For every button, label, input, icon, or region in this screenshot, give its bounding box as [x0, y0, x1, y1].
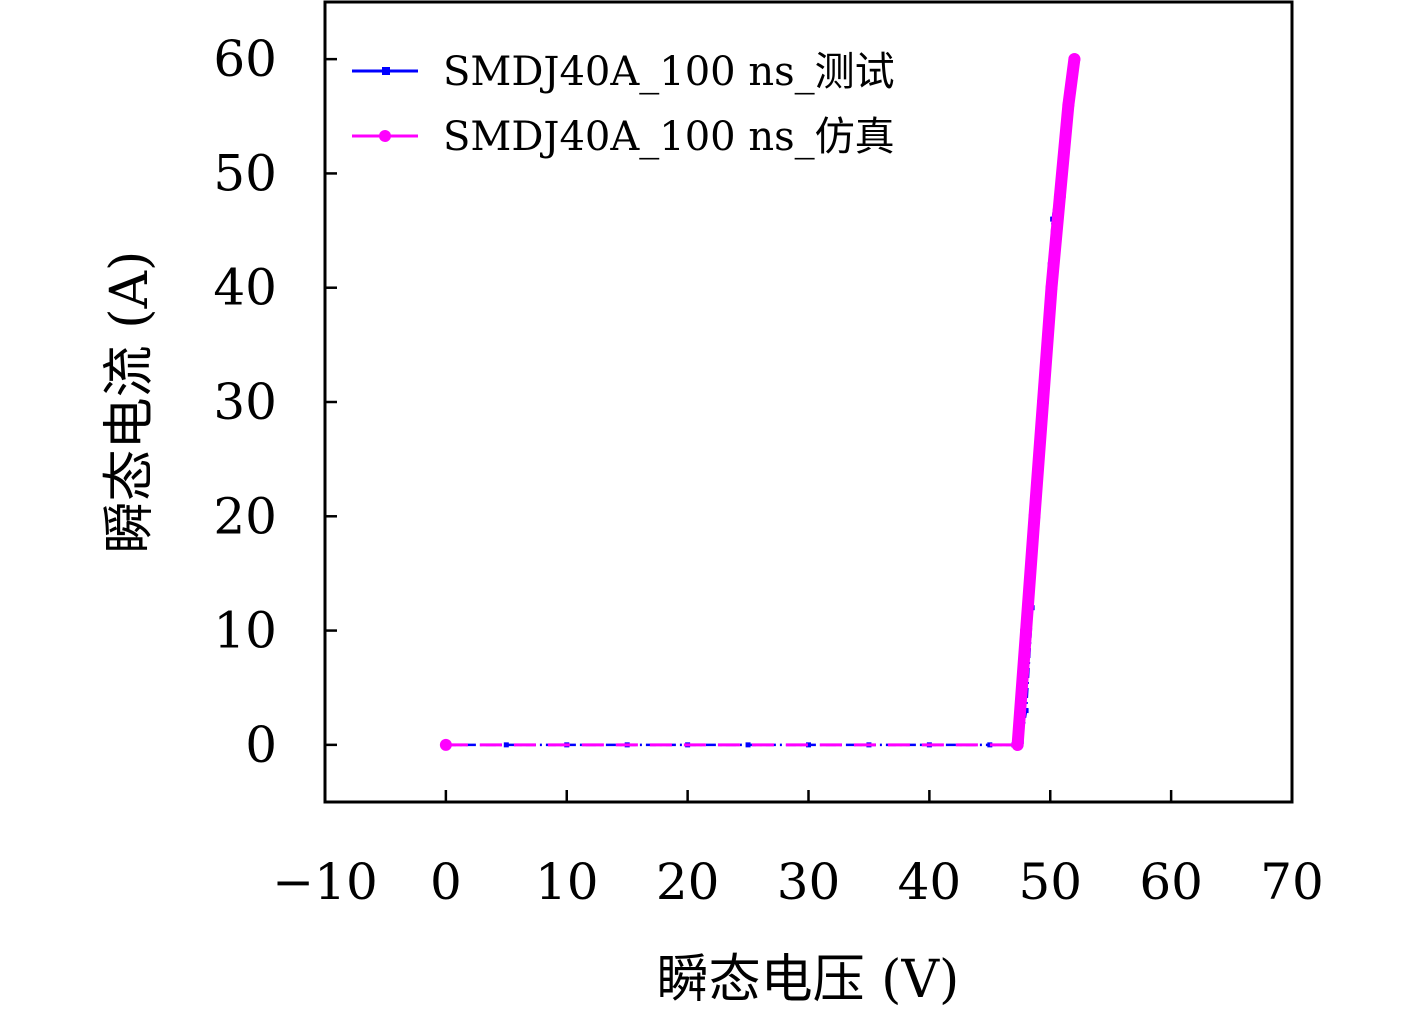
plot-area — [325, 2, 1292, 802]
y-tick-label: 20 — [213, 487, 277, 545]
series-1-point — [806, 742, 811, 748]
x-tick-label: 60 — [1139, 853, 1203, 911]
y-tick-label: 0 — [245, 716, 277, 774]
series-2-point — [439, 738, 452, 751]
y-tick-label: 30 — [213, 373, 277, 431]
y-tick-label: 50 — [213, 144, 277, 202]
series-2 — [439, 53, 1081, 751]
x-tick-label: 20 — [656, 853, 720, 911]
series-1-point — [503, 742, 509, 748]
series-layer — [439, 53, 1081, 751]
legend-swatch-marker — [379, 130, 391, 142]
legend-label: SMDJ40A_100 ns_仿真 — [443, 114, 895, 160]
legend-swatch-marker — [382, 67, 390, 75]
x-tick-label: 70 — [1260, 853, 1324, 911]
series-1-point — [987, 742, 993, 748]
legend-label: SMDJ40A_100 ns_测试 — [443, 49, 895, 95]
axes-layer: −10 0 10 20 30 40 50 60 70 0 10 20 30 40 50 60 — [213, 0, 1324, 911]
series-2-rise-band — [1011, 53, 1081, 751]
y-tick-label: 60 — [213, 30, 277, 88]
x-axis-title: 瞬态电压 (V) — [657, 950, 960, 1010]
y-tick-label: 10 — [213, 602, 277, 660]
x-tick-label: 40 — [898, 853, 962, 911]
series-1-point — [745, 742, 751, 748]
x-tick-label: 50 — [1018, 853, 1082, 911]
legend: SMDJ40A_100 ns_测试 SMDJ40A_100 ns_仿真 — [352, 49, 895, 160]
y-tick-label: 40 — [213, 259, 277, 317]
x-tick-label: 10 — [535, 853, 599, 911]
legend-item-2: SMDJ40A_100 ns_仿真 — [352, 114, 895, 160]
x-tick-label: 0 — [430, 853, 462, 911]
y-axis-title: 瞬态电流 (A) — [100, 251, 160, 554]
x-tick-label: −10 — [272, 853, 378, 911]
plot-background — [325, 2, 1292, 802]
x-tick-label: 30 — [777, 853, 841, 911]
legend-item-1: SMDJ40A_100 ns_测试 — [352, 49, 895, 95]
